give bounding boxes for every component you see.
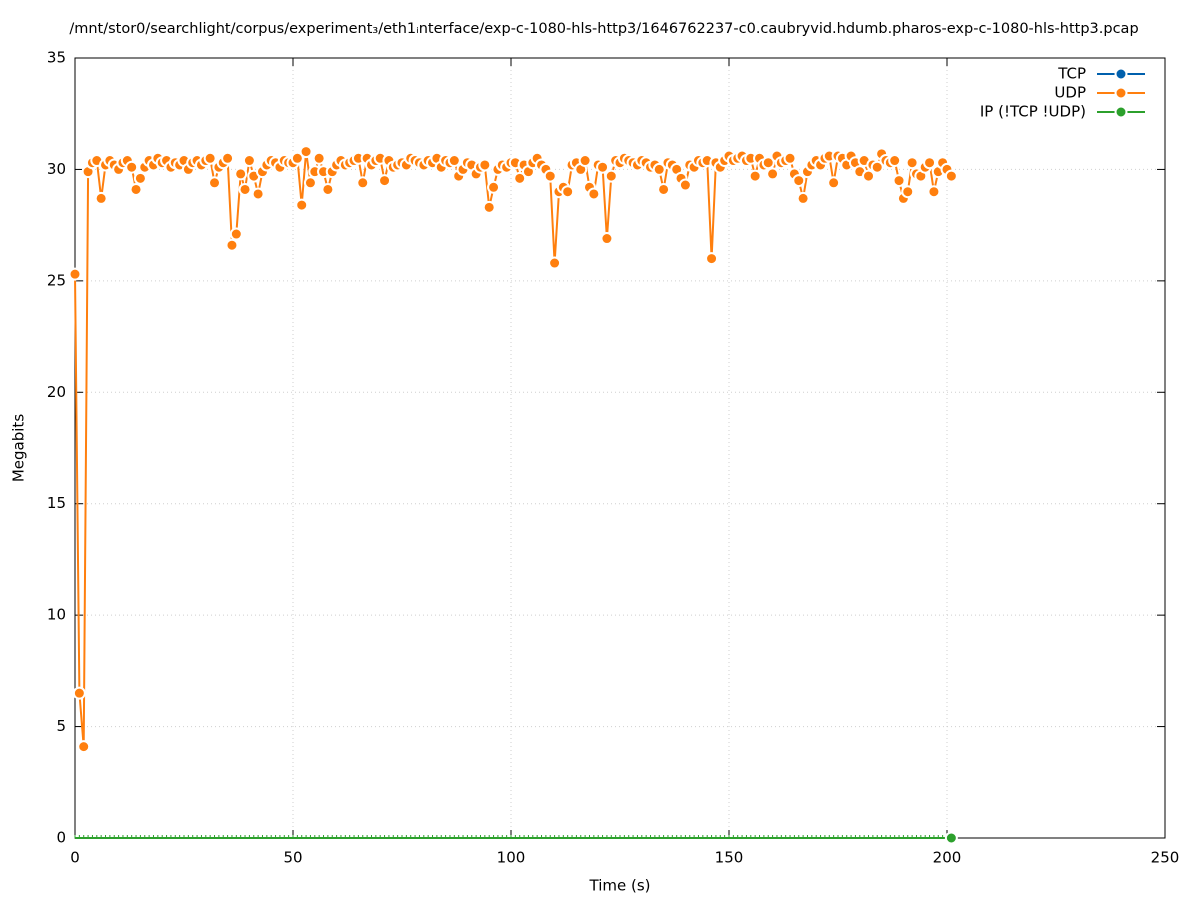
point [783,151,797,165]
x-axis-label: Time (s) [589,877,651,895]
legend-marker [1114,67,1128,81]
point [290,151,304,165]
point [888,154,902,168]
y-tick-label: 20 [47,383,66,401]
point [748,169,762,183]
point [242,154,256,168]
point [487,180,501,194]
point [604,169,618,183]
point [312,151,326,165]
point [543,169,557,183]
point [827,176,841,190]
point [927,185,941,199]
x-tick-label: 0 [70,849,80,867]
point [578,154,592,168]
point [587,187,601,201]
y-tick-label: 10 [47,606,66,624]
point [299,145,313,159]
point [600,232,614,246]
x-tick-label: 100 [497,849,526,867]
point [678,178,692,192]
point [862,169,876,183]
point [203,151,217,165]
y-tick-label: 35 [47,49,66,67]
y-axis-label: Megabits [10,414,28,482]
point [705,252,719,266]
point [657,182,671,196]
x-tick-label: 250 [1151,849,1180,867]
y-tick-label: 15 [47,494,66,512]
point [761,156,775,170]
point [901,185,915,199]
point [221,151,235,165]
point [548,256,562,270]
x-tick-label: 50 [283,849,302,867]
point [482,200,496,214]
point [766,167,780,181]
point [303,176,317,190]
point [596,160,610,174]
y-tick-label: 5 [56,717,66,735]
point [295,198,309,212]
y-tick-label: 30 [47,160,66,178]
point [72,686,86,700]
chart-title: /mnt/stor0/searchlight/corpus/experiment… [69,21,1138,37]
point [870,160,884,174]
point [378,174,392,188]
point [238,182,252,196]
y-tick-label: 0 [56,829,66,847]
point [652,162,666,176]
legend-label: UDP [1054,84,1086,102]
point [234,167,248,181]
point [321,182,335,196]
point [77,740,91,754]
point [133,171,147,185]
point [561,185,575,199]
point [923,156,937,170]
point [513,171,527,185]
point [478,158,492,172]
series-line [74,151,953,747]
legend-marker [1114,86,1128,100]
point [447,154,461,168]
x-tick-label: 150 [715,849,744,867]
point [229,227,243,241]
point [944,831,958,845]
point [208,176,222,190]
point [68,267,82,281]
legend-marker [1114,105,1128,119]
point [225,238,239,252]
legend-label: IP (!TCP !UDP) [980,103,1086,121]
point [944,169,958,183]
point [905,156,919,170]
point [796,191,810,205]
point [792,174,806,188]
point [356,176,370,190]
point [251,187,265,201]
point [125,160,139,174]
point [94,191,108,205]
legend-label: TCP [1057,65,1086,83]
point [892,174,906,188]
x-tick-label: 200 [933,849,962,867]
point [129,182,143,196]
y-tick-label: 25 [47,271,66,289]
